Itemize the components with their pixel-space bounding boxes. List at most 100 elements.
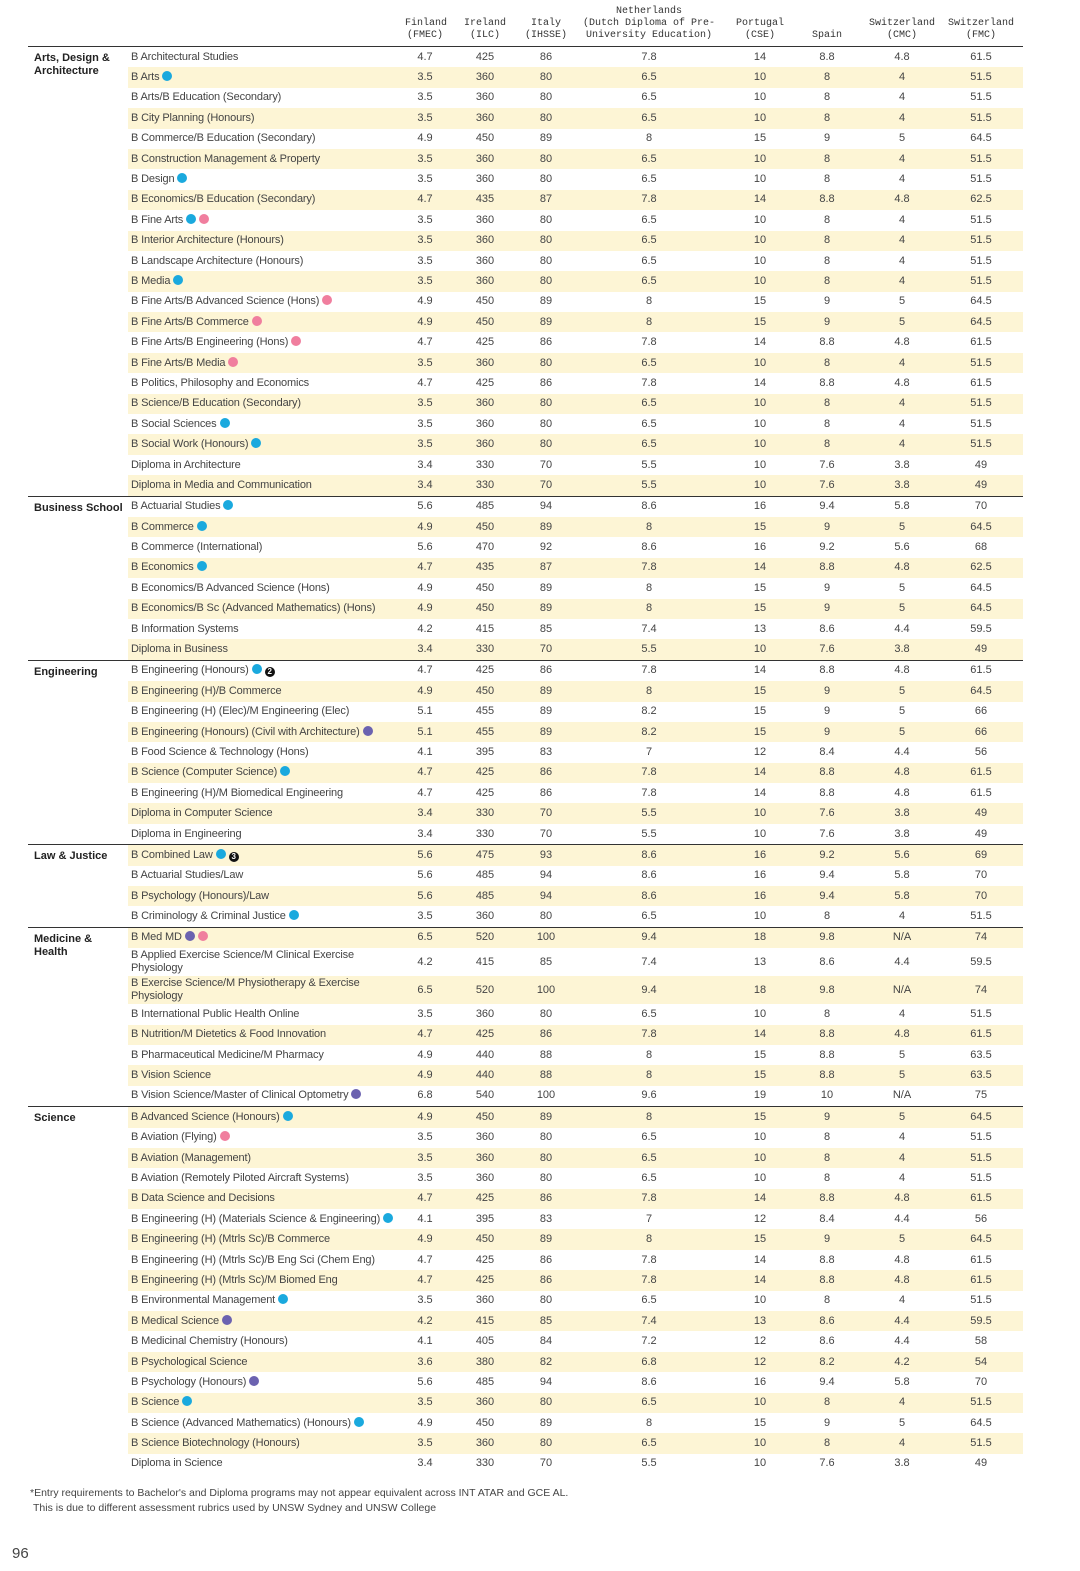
value-cell: 7 xyxy=(645,745,653,758)
program-cell: B Social Work (Honours) xyxy=(128,434,405,455)
marker-dot xyxy=(280,766,291,777)
value-cell: 450 xyxy=(445,681,525,702)
marker-dot xyxy=(186,213,197,224)
value-cell: 9.4 xyxy=(567,976,731,1005)
program-name: B Fine Arts/B Commerce xyxy=(131,315,249,328)
program-row: B Engineering (H) (Materials Science & E… xyxy=(28,1209,1023,1229)
value-cell: 3.6 xyxy=(405,1351,445,1373)
marker-dot xyxy=(184,931,195,942)
value-cell: 9 xyxy=(789,1106,865,1128)
section-label: Arts, Design & Architecture xyxy=(28,46,128,497)
value-cell: 14 xyxy=(753,336,767,349)
program-row: B Psychology (Honours)/Law 5.6 485 94 8.6 16 9… xyxy=(28,886,1023,907)
value-cell: 9.4 xyxy=(567,926,731,949)
value-cell: 485 xyxy=(475,869,495,882)
value-cell: 15 xyxy=(753,705,767,718)
value-cell: 5.6 xyxy=(417,1375,433,1388)
value-cell: 5.6 xyxy=(405,495,445,517)
value-cell: 6.5 xyxy=(567,108,731,129)
value-cell: 4.7 xyxy=(405,557,445,579)
marker-number: 3 xyxy=(228,851,239,862)
value-cell: 7.8 xyxy=(641,1253,657,1266)
value-cell: 80 xyxy=(539,1294,553,1307)
value-cell: 61.5 xyxy=(939,1270,1023,1291)
value-cell: 7.6 xyxy=(789,803,865,824)
program-name: B Engineering (H) (Mtrls Sc)/B Eng Sci (… xyxy=(131,1253,375,1266)
value-cell: 4 xyxy=(898,910,906,923)
program-name: B International Public Health Online xyxy=(131,1007,300,1020)
program-name: Diploma in Media and Communication xyxy=(131,478,312,491)
value-cell: 4.4 xyxy=(894,1212,910,1225)
column-header: Spain xyxy=(789,4,865,47)
value-cell: 80 xyxy=(539,254,553,267)
value-cell: 7.2 xyxy=(641,1335,657,1348)
value-cell: 51.5 xyxy=(970,213,992,226)
value-cell: 8.8 xyxy=(789,659,865,682)
program-row: Engineering B Engineering (Honours) 2 4.7 42… xyxy=(28,659,1023,845)
value-cell: 5 xyxy=(865,681,939,702)
program-name: B Actuarial Studies xyxy=(131,500,221,513)
value-cell: 3.4 xyxy=(405,639,445,661)
value-cell: 16 xyxy=(753,541,767,554)
value-cell: 18 xyxy=(731,926,789,949)
value-cell: 61.5 xyxy=(970,336,992,349)
value-cell: 3.5 xyxy=(405,1147,445,1169)
value-cell: 6.5 xyxy=(641,254,657,267)
value-cell: 9 xyxy=(789,312,865,333)
program-name: B Engineering (Honours) xyxy=(131,664,249,677)
value-cell: 80 xyxy=(525,352,567,374)
header-line: (CMC) xyxy=(886,30,917,41)
value-cell: 10 xyxy=(731,148,789,170)
value-cell: 15 xyxy=(731,1106,789,1128)
value-cell: 13 xyxy=(753,622,767,635)
value-cell: 5 xyxy=(898,705,906,718)
program-name: B Science Biotechnology (Honours) xyxy=(131,1437,300,1450)
value-cell: N/A xyxy=(865,976,939,1005)
program-cell: Diploma in Science xyxy=(128,1454,405,1474)
program-cell: B Construction Management & Property xyxy=(128,148,405,170)
value-cell: 8.8 xyxy=(789,1270,865,1291)
program-name: B Aviation (Flying) xyxy=(131,1131,217,1144)
value-cell: 4 xyxy=(898,417,906,430)
column-header: Switzerland (FMC) xyxy=(939,4,1023,47)
value-cell: 14 xyxy=(731,659,789,682)
value-cell: 51.5 xyxy=(939,230,1023,251)
value-cell: 8 xyxy=(823,1172,831,1184)
value-cell: 3.5 xyxy=(405,352,445,374)
value-cell: 6.5 xyxy=(567,230,731,251)
value-cell: 15 xyxy=(731,1229,789,1250)
marker-dot xyxy=(251,315,262,326)
value-cell: 8.8 xyxy=(789,189,865,211)
program-cell: B Engineering (Honours) 2 xyxy=(128,659,405,682)
program-name: B Economics/B Sc (Advanced Mathematics) … xyxy=(131,602,376,615)
value-cell: 7.8 xyxy=(641,786,657,799)
value-cell: 3.5 xyxy=(405,271,445,292)
marker-dot xyxy=(362,725,373,736)
marker-dot xyxy=(173,274,184,285)
program-row: Science B Advanced Science (Honours) 4.9 45… xyxy=(28,1106,1023,1475)
program-row: B Commerce/B Education (Secondary) 4.9 450… xyxy=(28,129,1023,149)
value-cell: 100 xyxy=(525,976,567,1005)
section-label: Law & Justice xyxy=(28,844,128,928)
value-cell: 8.8 xyxy=(789,1024,865,1045)
value-cell: 4 xyxy=(865,148,939,170)
value-cell: 4.4 xyxy=(894,622,910,635)
marker-dot xyxy=(249,1375,260,1386)
program-row: B Aviation (Remotely Piloted Aircraft Sy… xyxy=(28,1168,1023,1188)
value-cell: 51.5 xyxy=(970,910,992,923)
value-cell: 8.8 xyxy=(789,762,865,784)
value-cell: 8 xyxy=(789,67,865,88)
value-cell: 59.5 xyxy=(939,1311,1023,1332)
program-name: Diploma in Engineering xyxy=(131,827,242,840)
value-cell: 59.5 xyxy=(970,955,992,968)
value-cell: 70 xyxy=(525,475,567,497)
value-cell: 7.8 xyxy=(567,1188,731,1210)
program-cell: B Aviation (Flying) xyxy=(128,1128,405,1148)
value-cell: 64.5 xyxy=(939,312,1023,333)
program-row: B Actuarial Studies/Law 5.6 485 94 8.6 16 9.4 5… xyxy=(28,866,1023,886)
value-cell: 8.8 xyxy=(789,1065,865,1086)
value-cell: 10 xyxy=(731,352,789,374)
program-name: B Psychology (Honours) xyxy=(131,1375,247,1388)
program-row: B Economics/B Sc (Advanced Mathematics) … xyxy=(28,598,1023,619)
value-cell: 94 xyxy=(539,869,553,882)
